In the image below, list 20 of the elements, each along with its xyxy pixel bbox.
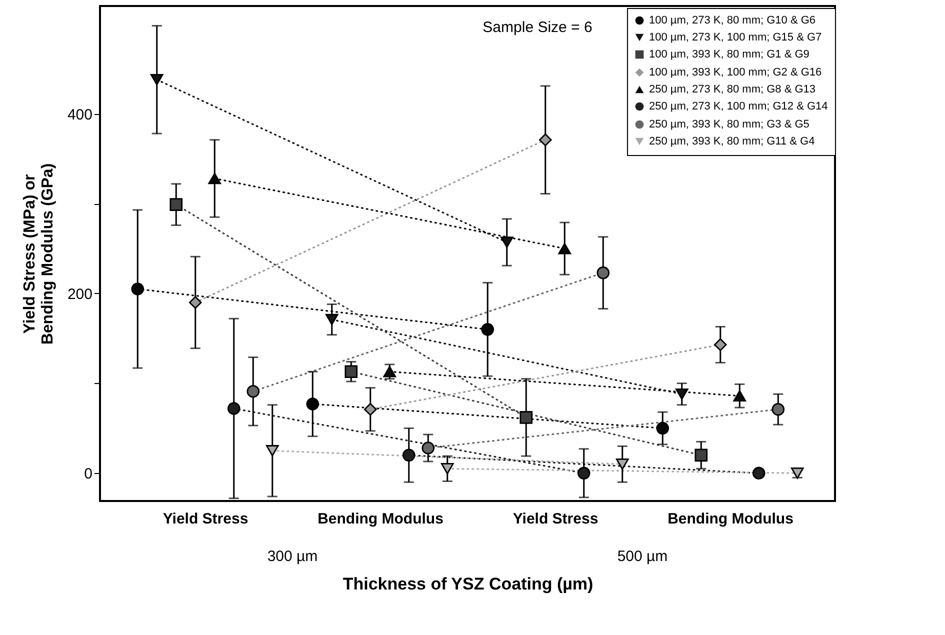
y-tick-label: 0 [84,466,92,483]
annotation: Sample Size = 6 [482,19,592,36]
x-tick-label: Yield Stress [512,510,598,528]
legend-label: 100 µm, 273 K, 80 mm; G10 & G6 [649,14,816,26]
y-tick-label: 400 [67,106,92,124]
legend-label: 250 µm, 273 K, 80 mm; G8 & G13 [649,84,816,96]
legend-label: 100 µm, 393 K, 80 mm; G1 & G9 [649,48,810,60]
legend-label: 100 µm, 393 K, 100 mm; G2 & G16 [649,66,822,78]
y-tick-label: 200 [67,286,92,303]
x-axis-title: Thickness of YSZ Coating (µm) [342,574,594,594]
legend-label: 250 µm, 393 K, 80 mm; G3 & G5 [649,118,810,130]
x-tick-label: Yield Stress [162,510,248,528]
legend-label: 250 µm, 393 K, 80 mm; G11 & G4 [649,136,815,148]
legend-label: 250 µm, 273 K, 100 mm; G12 & G14 [649,100,828,112]
text: 500 µm [617,548,668,565]
y-axis-title: Yield Stress (MPa) or Bending Modulus (GPa) [21,163,56,345]
x-tick-label: Bending Modulus [318,510,444,528]
legend-label: 100 µm, 273 K, 100 mm; G15 & G7 [649,32,822,44]
x-tick-label: Bending Modulus [668,510,794,528]
text: 300 µm [267,548,318,565]
